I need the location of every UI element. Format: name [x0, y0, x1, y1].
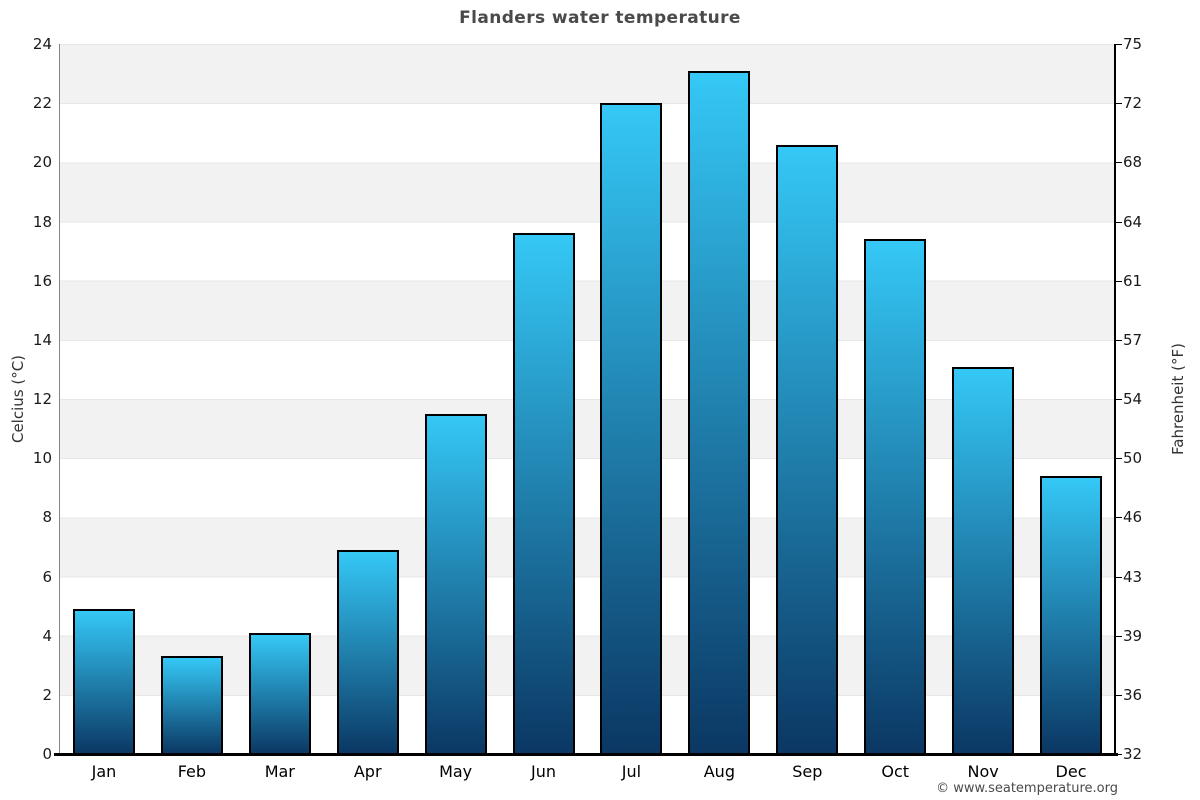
y-tick-fahrenheit-68: 68 [1123, 153, 1143, 172]
bar-dec[interactable] [1040, 475, 1103, 754]
y-tick-celsius-10: 10 [32, 449, 52, 468]
x-tick-mar: Mar [264, 762, 295, 781]
chart-title: Flanders water temperature [459, 8, 741, 28]
y-axis-line-left [59, 44, 60, 754]
bar-sep[interactable] [776, 144, 839, 754]
bar-jan[interactable] [72, 609, 135, 754]
y-tickmark-fahrenheit-75 [1116, 44, 1122, 45]
y-tick-celsius-16: 16 [32, 271, 52, 290]
x-axis-line [54, 753, 1118, 756]
y-tick-fahrenheit-50: 50 [1123, 449, 1143, 468]
y-tick-celsius-8: 8 [42, 508, 52, 527]
y-tick-fahrenheit-43: 43 [1123, 567, 1143, 586]
y-tick-celsius-0: 0 [42, 745, 52, 763]
y-tick-celsius-12: 12 [32, 390, 52, 408]
x-tick-may: May [439, 762, 473, 781]
bar-jul[interactable] [600, 103, 663, 754]
bar-may[interactable] [424, 413, 487, 754]
y-tick-fahrenheit-75: 75 [1123, 35, 1143, 53]
plot-area [60, 44, 1115, 754]
y-tick-fahrenheit-64: 64 [1123, 212, 1143, 231]
y-tickmark-fahrenheit-39 [1116, 635, 1122, 637]
y-tick-celsius-6: 6 [42, 567, 52, 586]
bar-mar[interactable] [248, 632, 311, 754]
x-tick-dec: Dec [1055, 762, 1087, 781]
y-tickmark-fahrenheit-72 [1116, 103, 1122, 105]
y-tick-celsius-20: 20 [32, 153, 52, 172]
bar-feb[interactable] [160, 656, 223, 754]
x-tick-nov: Nov [967, 762, 999, 781]
y-tick-fahrenheit-36: 36 [1123, 685, 1143, 704]
y-tick-celsius-18: 18 [32, 212, 52, 231]
y-tick-fahrenheit-72: 72 [1123, 94, 1143, 113]
y-tick-fahrenheit-61: 61 [1123, 271, 1143, 290]
y-tick-fahrenheit-57: 57 [1123, 330, 1143, 349]
bar-jun[interactable] [512, 233, 575, 754]
x-tick-sep: Sep [792, 762, 823, 781]
y-tick-fahrenheit-54: 54 [1123, 390, 1143, 408]
copyright-text: © www.seatemperature.org [936, 781, 1118, 796]
y-axis-line-right [1114, 44, 1116, 755]
x-tick-oct: Oct [881, 762, 910, 781]
y-tickmark-fahrenheit-46 [1116, 517, 1122, 519]
y-tickmark-fahrenheit-50 [1116, 458, 1122, 460]
y-tickmark-fahrenheit-36 [1116, 694, 1122, 696]
bar-nov[interactable] [952, 366, 1015, 754]
bar-aug[interactable] [688, 70, 751, 754]
x-tick-aug: Aug [703, 762, 735, 781]
y-tick-celsius-2: 2 [42, 685, 52, 704]
x-tick-feb: Feb [177, 762, 207, 781]
y-tick-fahrenheit-46: 46 [1123, 508, 1143, 527]
bar-apr[interactable] [336, 549, 399, 754]
y-tick-fahrenheit-32: 32 [1123, 745, 1143, 763]
x-tick-apr: Apr [353, 762, 382, 781]
x-tick-jun: Jun [531, 762, 557, 781]
y-tick-celsius-24: 24 [32, 35, 52, 53]
y-tick-fahrenheit-39: 39 [1123, 626, 1143, 645]
x-tick-jul: Jul [621, 762, 642, 781]
y-tickmark-fahrenheit-61 [1116, 280, 1122, 282]
y-tickmark-fahrenheit-32 [1116, 754, 1122, 755]
y-tickmark-fahrenheit-43 [1116, 576, 1122, 578]
y-tickmark-fahrenheit-57 [1116, 339, 1122, 341]
y-tickmark-fahrenheit-54 [1116, 399, 1122, 400]
y-tickmark-fahrenheit-64 [1116, 221, 1122, 223]
y-tick-celsius-4: 4 [42, 626, 52, 645]
y-tickmark-fahrenheit-68 [1116, 162, 1122, 164]
x-tick-jan: Jan [91, 762, 117, 781]
y-tick-celsius-22: 22 [32, 94, 52, 113]
y-tick-celsius-14: 14 [32, 330, 52, 349]
bar-oct[interactable] [864, 239, 927, 754]
